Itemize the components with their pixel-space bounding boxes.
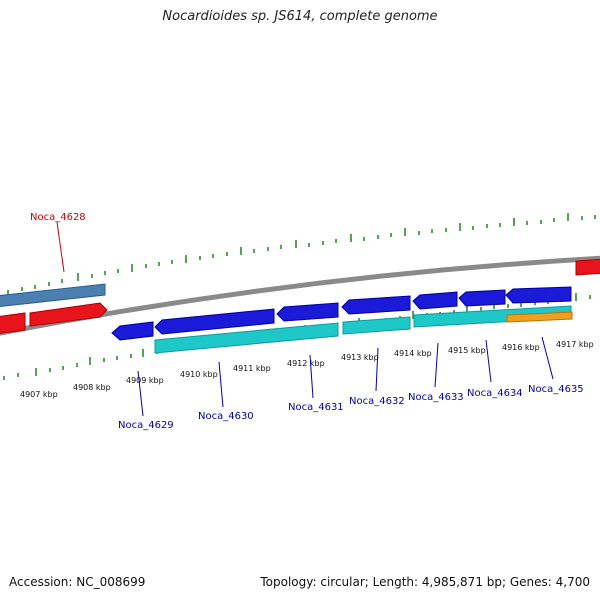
cds-feature[interactable] xyxy=(458,289,506,307)
forward-strand xyxy=(0,258,600,334)
mrna-feature[interactable] xyxy=(154,322,339,354)
outer-tick-row xyxy=(7,213,596,296)
cds-feature[interactable] xyxy=(505,286,572,304)
map-title: Nocardioides sp. JS614, complete genome xyxy=(162,9,438,24)
cds-feature[interactable] xyxy=(341,295,411,315)
gene-label[interactable]: Noca_4629 xyxy=(118,420,174,431)
scale-label: 4907 kbp xyxy=(20,390,58,399)
reverse-cds-row xyxy=(111,286,572,341)
genome-stats-text: Topology: circular; Length: 4,985,871 bp… xyxy=(260,575,590,589)
cds-feature[interactable] xyxy=(154,308,275,335)
cds-feature[interactable] xyxy=(412,291,458,310)
scale-label: 4913 kbp xyxy=(341,353,379,362)
cds-feature[interactable] xyxy=(111,321,154,341)
gene-label[interactable]: Noca_4634 xyxy=(467,388,523,399)
scale-label: 4916 kbp xyxy=(502,343,540,352)
scale-label: 4908 kbp xyxy=(73,383,111,392)
misc-feature[interactable] xyxy=(506,311,573,323)
gene-label[interactable]: Noca_4628 xyxy=(30,212,86,223)
scale-label: 4911 kbp xyxy=(233,364,271,373)
gene-label[interactable]: Noca_4630 xyxy=(198,411,254,422)
scale-label: 4915 kbp xyxy=(448,346,486,355)
scale-label: 4914 kbp xyxy=(394,349,432,358)
mrna-feature[interactable] xyxy=(342,316,411,335)
leader-lines xyxy=(56,221,554,417)
cds-feature[interactable] xyxy=(575,258,600,276)
scale-label: 4909 kbp xyxy=(126,376,164,385)
scale-label: 4910 kbp xyxy=(180,370,218,379)
cds-feature[interactable] xyxy=(276,302,339,322)
gene-label[interactable]: Noca_4633 xyxy=(408,392,464,403)
rna-feature[interactable] xyxy=(0,283,106,307)
gene-label[interactable]: Noca_4632 xyxy=(349,396,405,407)
cds-feature[interactable] xyxy=(29,302,108,327)
scale-label: 4912 kbp xyxy=(287,359,325,368)
accession-text: Accession: NC_008699 xyxy=(9,575,146,589)
gene-label[interactable]: Noca_4635 xyxy=(528,384,584,395)
cds-feature[interactable] xyxy=(0,312,26,334)
gene-label[interactable]: Noca_4631 xyxy=(288,402,344,413)
scale-label: 4917 kbp xyxy=(556,340,594,349)
